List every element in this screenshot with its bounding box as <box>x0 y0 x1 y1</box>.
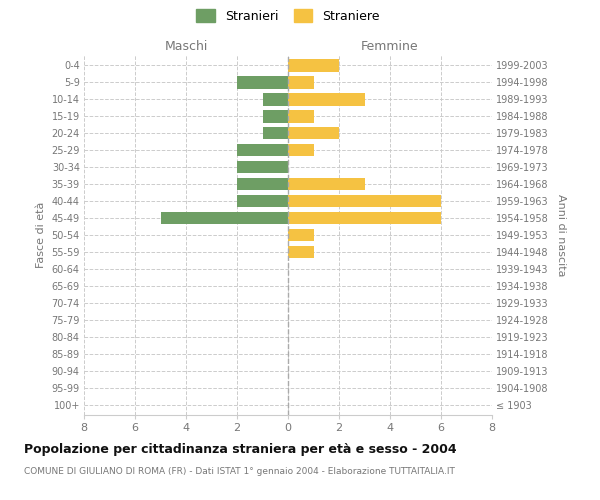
Bar <box>288 178 365 190</box>
Text: Maschi: Maschi <box>164 40 208 52</box>
Text: Popolazione per cittadinanza straniera per età e sesso - 2004: Popolazione per cittadinanza straniera p… <box>24 442 457 456</box>
Bar <box>288 212 441 224</box>
Y-axis label: Fasce di età: Fasce di età <box>36 202 46 268</box>
Bar <box>237 178 288 190</box>
Bar <box>288 110 314 122</box>
Legend: Stranieri, Straniere: Stranieri, Straniere <box>193 6 383 26</box>
Bar <box>263 93 288 106</box>
Bar <box>288 144 314 156</box>
Y-axis label: Anni di nascita: Anni di nascita <box>556 194 566 276</box>
Bar <box>288 126 339 140</box>
Bar <box>237 144 288 156</box>
Text: COMUNE DI GIULIANO DI ROMA (FR) - Dati ISTAT 1° gennaio 2004 - Elaborazione TUTT: COMUNE DI GIULIANO DI ROMA (FR) - Dati I… <box>24 468 455 476</box>
Bar <box>288 93 365 106</box>
Bar <box>288 76 314 88</box>
Text: Femmine: Femmine <box>361 40 419 52</box>
Bar <box>237 76 288 88</box>
Bar <box>288 59 339 72</box>
Bar <box>263 110 288 122</box>
Bar <box>237 160 288 173</box>
Bar <box>288 246 314 258</box>
Bar <box>288 228 314 241</box>
Bar <box>263 126 288 140</box>
Bar <box>161 212 288 224</box>
Bar <box>237 194 288 207</box>
Bar <box>288 194 441 207</box>
